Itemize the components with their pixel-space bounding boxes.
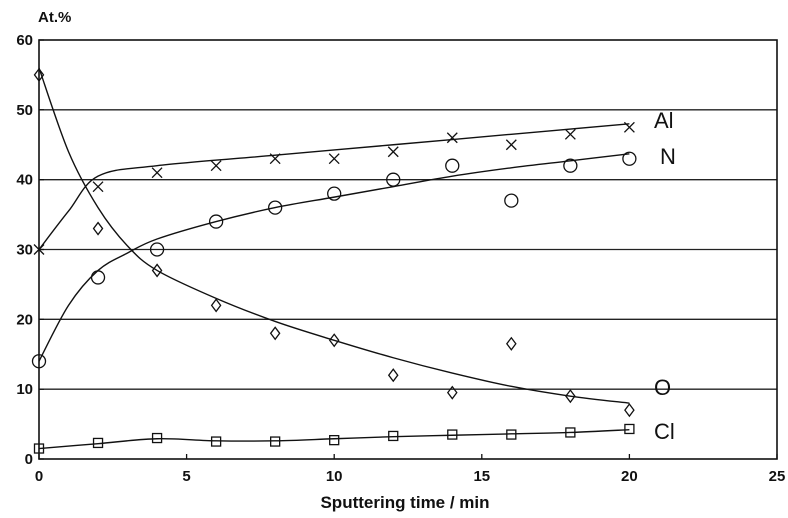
fit-curve-n <box>38 153 630 362</box>
x-tick-label: 0 <box>35 468 43 485</box>
data-point-o <box>210 298 222 313</box>
data-point-cl <box>624 423 635 435</box>
data-point-cl <box>92 437 104 449</box>
data-point-al <box>446 132 458 144</box>
data-point-al <box>505 139 517 151</box>
x-tick-label: 10 <box>326 468 343 485</box>
fit-curve-al <box>38 123 630 250</box>
data-point-al <box>328 153 340 165</box>
data-point-o <box>151 263 163 278</box>
data-point-al <box>269 153 281 165</box>
tick-labels: 0 10 20 30 40 50 60 0 5 10 15 20 25 <box>16 32 785 485</box>
data-point-n <box>149 242 165 257</box>
y-tick-label: 0 <box>25 451 33 468</box>
data-point-o <box>506 336 517 351</box>
y-tick-label: 30 <box>16 242 33 259</box>
y-tick-label: 50 <box>16 102 33 119</box>
y-tick-label: 60 <box>16 32 33 49</box>
data-point-cl <box>270 436 281 447</box>
data-point-cl <box>210 436 222 447</box>
series-label-al: Al <box>654 108 674 133</box>
data-point-cl <box>151 432 163 444</box>
fit-curves <box>38 67 630 450</box>
data-point-al <box>92 181 104 193</box>
data-point-n <box>90 270 106 285</box>
fit-curve-o <box>38 67 630 404</box>
series-label-n: N <box>660 144 676 169</box>
data-point-cl <box>565 427 576 438</box>
fit-curve-cl <box>38 428 630 450</box>
data-point-al <box>623 121 635 133</box>
y-tick-label: 20 <box>16 311 33 328</box>
data-point-n <box>327 186 342 201</box>
data-point-cl <box>447 429 458 440</box>
data-point-al <box>151 167 163 179</box>
data-point-o <box>565 389 576 404</box>
y-tick-label: 40 <box>16 172 33 189</box>
y-tick-label: 10 <box>16 381 33 398</box>
x-tick-label: 5 <box>182 468 190 485</box>
data-point-n <box>208 214 224 229</box>
data-point-cl <box>329 434 340 446</box>
y-axis-label: At.% <box>38 9 71 26</box>
x-axis-label: Sputtering time / min <box>320 493 489 512</box>
data-point-cl <box>388 430 399 442</box>
series-labels: Al N O Cl <box>654 108 676 444</box>
data-markers <box>31 67 637 454</box>
data-point-o <box>269 326 281 341</box>
data-point-o <box>446 385 458 400</box>
x-tick-label: 15 <box>473 468 490 485</box>
data-point-n <box>622 151 637 166</box>
x-tick-label: 25 <box>769 468 786 485</box>
data-point-n <box>563 158 578 173</box>
data-point-al <box>564 128 576 140</box>
data-point-n <box>445 158 460 173</box>
data-point-al <box>387 146 399 158</box>
data-point-o <box>387 368 399 383</box>
data-point-n <box>268 200 283 215</box>
data-point-o <box>624 403 635 418</box>
data-point-o <box>92 221 104 236</box>
series-label-o: O <box>654 375 671 400</box>
data-point-cl <box>506 429 517 440</box>
x-tick-label: 20 <box>621 468 638 485</box>
data-point-n <box>386 172 401 187</box>
series-label-cl: Cl <box>654 419 675 444</box>
data-point-al <box>210 160 222 172</box>
gridlines <box>39 109 777 390</box>
data-point-o <box>328 333 340 348</box>
data-point-n <box>504 193 519 208</box>
